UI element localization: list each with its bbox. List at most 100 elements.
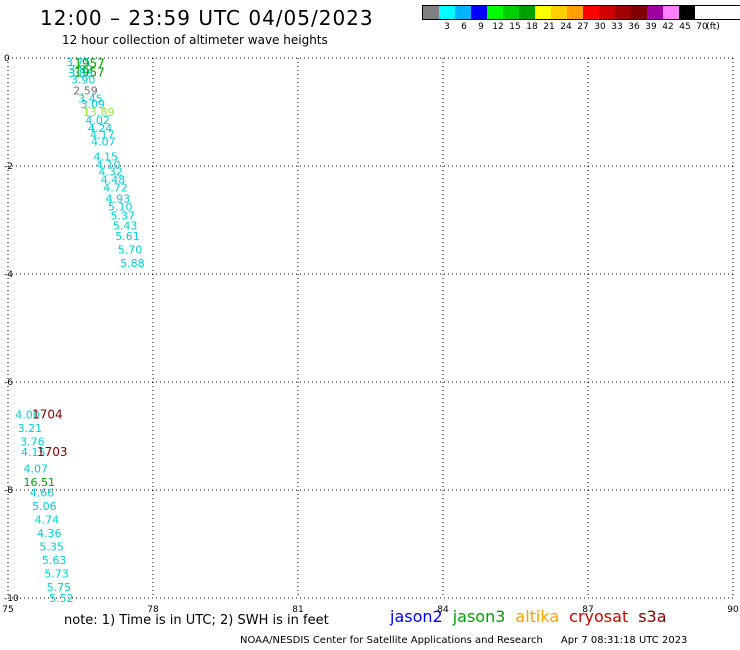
satellite-jason2: jason2 — [390, 607, 443, 626]
swh-value-9: 4.24 — [88, 122, 113, 135]
swh-value-8: 4.02 — [85, 114, 110, 127]
swh-value-26: 3.76 — [20, 435, 45, 448]
satellite-altika: altika — [515, 607, 560, 626]
swh-value-16: 4.72 — [103, 182, 128, 195]
time-label-0: 1957 — [74, 56, 105, 70]
footnote: note: 1) Time is in UTC; 2) SWH is in fe… — [64, 613, 329, 628]
swh-value-17: 4.93 — [106, 192, 131, 205]
satellite-jason3: jason3 — [452, 607, 506, 626]
swh-value-29: 16.51 — [23, 476, 55, 489]
scale-swatch-2 — [455, 6, 471, 19]
swh-value-37: 5.75 — [47, 581, 72, 594]
scale-label-16: 70 — [696, 22, 708, 32]
x-tick-label-5: 90 — [727, 605, 739, 615]
color-scale-swatches — [422, 5, 740, 20]
swh-value-3: 3.90 — [71, 74, 96, 87]
swh-value-32: 4.74 — [35, 514, 60, 527]
x-tick-label-1: 78 — [147, 605, 159, 615]
swh-value-31: 5.06 — [32, 500, 57, 513]
scale-label-2: 6 — [461, 22, 467, 32]
color-scale-labels: 3 6 9 12 15 18 21 24 27 30 33 36 39 42 45 70 (ft) — [422, 20, 740, 34]
scale-swatch-0 — [423, 6, 439, 19]
scale-swatch-4 — [487, 6, 503, 19]
scale-swatch-3 — [471, 6, 487, 19]
scale-swatch-10 — [583, 6, 599, 19]
swh-value-22: 5.70 — [118, 244, 143, 257]
swh-value-34: 5.35 — [39, 541, 64, 554]
satellite-cryosat: cryosat — [569, 607, 629, 626]
swh-value-20: 5.43 — [113, 219, 138, 232]
x-tick-label-4: 87 — [582, 605, 593, 615]
time-label-1: 1957 — [74, 66, 105, 80]
x-tick-label-3: 84 — [437, 605, 449, 615]
credit-footer: NOAA/NESDIS Center for Satellite Applica… — [240, 635, 687, 646]
swh-value-24: 4.00 — [15, 408, 40, 421]
swh-value-13: 4.10 — [96, 158, 121, 171]
x-tick-label-2: 81 — [292, 605, 303, 615]
swh-value-15: 4.48 — [101, 174, 126, 187]
swh-value-23: 5.88 — [120, 257, 145, 270]
swh-value-27: 4.15 — [21, 446, 46, 459]
scale-label-7: 21 — [543, 22, 555, 32]
scale-label-11: 33 — [611, 22, 623, 32]
swh-value-36: 5.73 — [44, 568, 69, 581]
axis-tick-labels: 75 78 81 84 87 90 0 -2 -4 -6 -8 -10 — [2, 54, 739, 615]
swh-value-21: 5.61 — [115, 230, 140, 243]
swh-value-19: 5.37 — [110, 210, 135, 223]
swh-value-28: 4.07 — [23, 462, 48, 475]
swh-value-35: 5.63 — [42, 554, 66, 567]
scale-swatch-1 — [439, 6, 455, 19]
scale-swatch-13 — [631, 6, 647, 19]
scale-label-6: 18 — [526, 22, 538, 32]
chart-title: 12:00 – 23:59 UTC 04/05/2023 — [40, 6, 374, 30]
scale-label-12: 36 — [628, 22, 640, 32]
scale-swatch-6 — [519, 6, 535, 19]
scale-label-4: 12 — [492, 22, 504, 32]
y-tick-label-2: -4 — [4, 270, 13, 280]
scale-label-8: 24 — [560, 22, 572, 32]
swh-value-5: 3.45 — [78, 93, 103, 106]
y-tick-label-5: -10 — [4, 594, 19, 604]
y-tick-label-4: -8 — [4, 486, 13, 496]
swh-value-14: 4.32 — [98, 165, 123, 178]
swh-value-25: 3.21 — [18, 422, 42, 435]
swh-value-1: 3.82 — [68, 63, 93, 76]
grid-lines — [7, 57, 734, 599]
swh-value-12: 4.15 — [94, 150, 119, 163]
scale-swatch-7 — [535, 6, 551, 19]
scale-swatch-14 — [647, 6, 663, 19]
scale-label-14: 42 — [662, 22, 674, 32]
scale-swatch-12 — [615, 6, 631, 19]
scale-swatch-8 — [551, 6, 567, 19]
y-tick-label-3: -6 — [4, 378, 13, 388]
y-tick-label-0: 0 — [4, 54, 10, 64]
scale-label-10: 30 — [594, 22, 606, 32]
scale-unit: (ft) — [706, 22, 720, 32]
satellite-legend: jason2 jason3 altika cryosat s3a — [390, 607, 677, 626]
swh-value-4: 2.59 — [73, 84, 98, 97]
color-scale-legend: 3 6 9 12 15 18 21 24 27 30 33 36 39 42 45 70 (ft) — [422, 5, 740, 34]
swh-value-11: 4.07 — [91, 136, 116, 149]
scale-swatch-11 — [599, 6, 615, 19]
swh-value-7: 13.89 — [83, 106, 115, 119]
swh-value-18: 5.10 — [108, 201, 133, 214]
y-tick-label-1: -2 — [4, 162, 13, 172]
scale-label-1: 3 — [444, 22, 450, 32]
x-tick-label-0: 75 — [2, 605, 13, 615]
time-label-2: 1704 — [32, 407, 63, 421]
scale-swatch-16 — [679, 6, 695, 19]
swh-value-0: 3.75 — [66, 56, 91, 69]
swh-value-10: 4.17 — [90, 129, 115, 142]
scale-label-9: 27 — [577, 22, 589, 32]
generated-timestamp: Apr 7 08:31:18 UTC 2023 — [560, 635, 688, 646]
swh-points: 3.753.823.863.902.593.453.0913.894.024.2… — [15, 56, 144, 605]
scale-label-5: 15 — [509, 22, 521, 32]
scale-label-13: 39 — [645, 22, 657, 32]
scale-swatch-9 — [567, 6, 583, 19]
swh-value-30: 4.66 — [30, 487, 55, 500]
swh-value-38: 5.52 — [49, 592, 73, 605]
scale-label-3: 9 — [478, 22, 484, 32]
swh-value-2: 3.86 — [68, 67, 93, 80]
